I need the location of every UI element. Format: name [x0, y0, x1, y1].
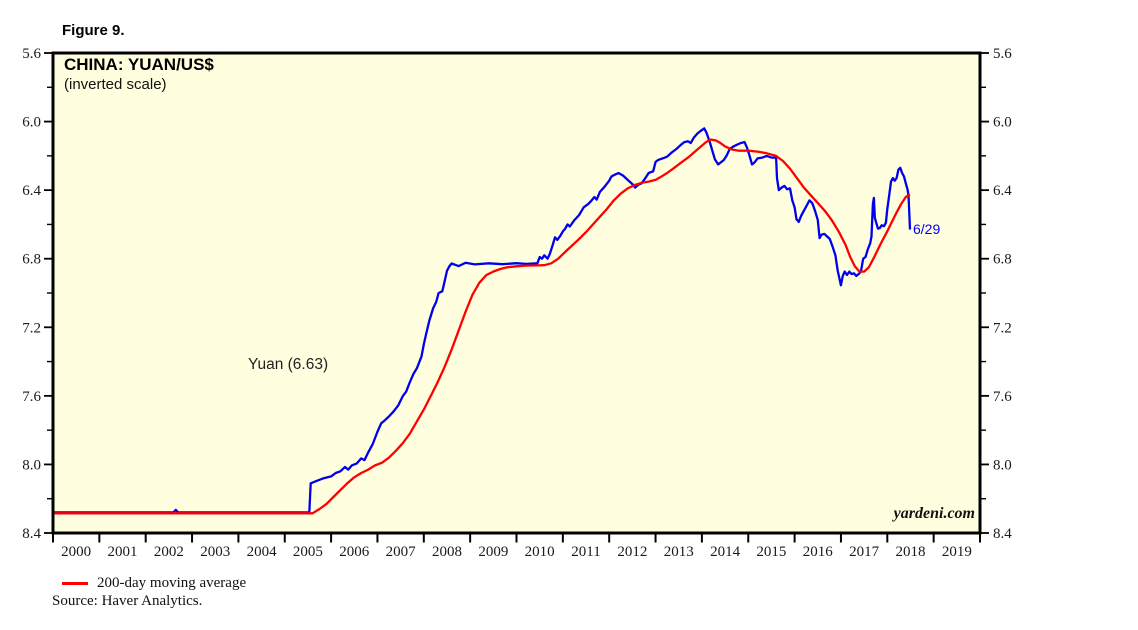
series-yuan-line	[53, 127, 912, 514]
x-axis-year-label: 2000	[61, 544, 91, 560]
y-axis-tick-label-right: 8.4	[993, 526, 1012, 542]
x-axis-year-label: 2013	[664, 544, 694, 560]
y-axis-tick-label-right: 7.2	[993, 320, 1012, 336]
x-axis-year-label: 2003	[200, 544, 230, 560]
chart-title: CHINA: YUAN/US$	[64, 55, 214, 74]
watermark: yardeni.com	[893, 505, 975, 522]
source-note: Source: Haver Analytics.	[52, 593, 203, 609]
y-axis-tick-label-right: 6.0	[993, 115, 1012, 131]
end-date-label: 6/29	[913, 221, 941, 237]
x-axis-year-label: 2017	[849, 544, 880, 560]
y-axis-tick-label-left: 6.8	[22, 252, 41, 268]
plot-background	[53, 53, 980, 533]
plot-border	[51, 51, 982, 535]
y-axis-tick-label-left: 6.4	[22, 183, 41, 199]
legend-line-swatch	[62, 582, 88, 585]
x-axis-year-label: 2008	[432, 544, 462, 560]
x-axis-year-label: 2016	[803, 544, 834, 560]
x-axis-year-label: 2015	[756, 544, 786, 560]
x-axis-year-label: 2019	[942, 544, 972, 560]
y-axis-tick-label-left: 7.6	[22, 389, 41, 405]
y-axis-tick-label-right: 6.8	[993, 252, 1012, 268]
x-axis-year-label: 2009	[478, 544, 508, 560]
x-axis-year-label: 2001	[108, 544, 138, 560]
figure-label: Figure 9.	[62, 22, 125, 39]
x-axis-year-label: 2006	[339, 544, 370, 560]
x-axis-year-label: 2011	[571, 544, 600, 560]
y-axis-tick-label-left: 7.2	[22, 320, 41, 336]
legend-label: 200-day moving average	[97, 575, 247, 591]
y-axis-tick-label-left: 5.6	[22, 46, 41, 62]
x-axis-year-label: 2007	[386, 544, 417, 560]
y-axis-tick-label-left: 8.4	[22, 526, 41, 542]
y-axis-tick-label-left: 8.0	[22, 457, 41, 473]
yuan-annotation: Yuan (6.63)	[248, 356, 329, 373]
y-axis-tick-label-right: 6.4	[993, 183, 1012, 199]
x-axis-year-label: 2010	[525, 544, 555, 560]
series-ma-line	[53, 138, 911, 515]
x-axis-year-label: 2005	[293, 544, 323, 560]
legend: 200-day moving average	[62, 575, 246, 592]
x-axis-year-label: 2002	[154, 544, 184, 560]
x-axis-year-label: 2018	[895, 544, 925, 560]
y-axis-tick-label-left: 6.0	[22, 115, 41, 131]
x-axis-year-label: 2014	[710, 544, 741, 560]
chart-subtitle: (inverted scale)	[64, 76, 167, 93]
x-axis-year-label: 2004	[247, 544, 278, 560]
x-axis-year-label: 2012	[617, 544, 647, 560]
y-axis-tick-label-right: 5.6	[993, 46, 1012, 62]
y-axis-tick-label-right: 7.6	[993, 389, 1012, 405]
y-axis-tick-label-right: 8.0	[993, 457, 1012, 473]
